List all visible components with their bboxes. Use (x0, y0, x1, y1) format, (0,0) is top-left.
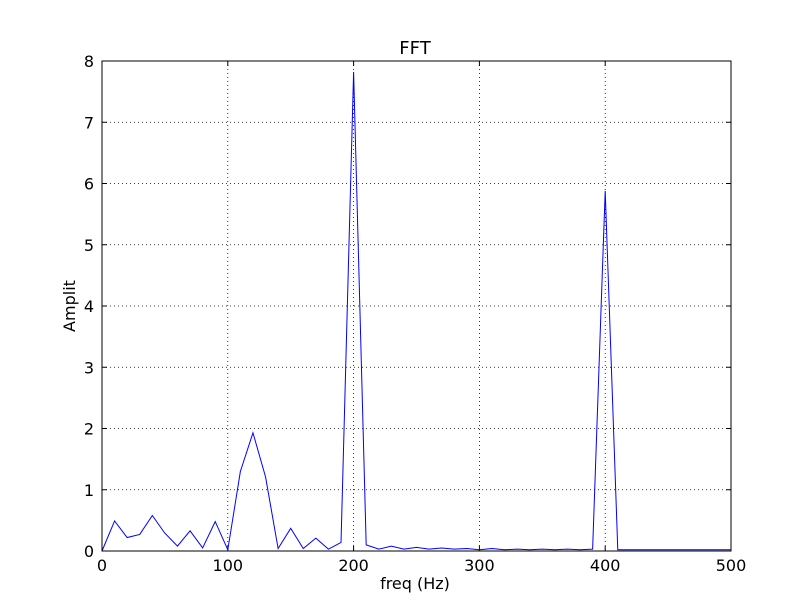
x-axis-label: freq (Hz) (380, 574, 450, 593)
data-point (466, 548, 467, 549)
data-point (202, 547, 203, 548)
data-point (190, 530, 191, 531)
data-point (655, 549, 656, 550)
plot-frame (101, 60, 732, 552)
data-point (693, 549, 694, 550)
data-point (454, 549, 455, 550)
y-tick-label: 5 (84, 236, 94, 255)
x-tick-label: 400 (590, 556, 621, 575)
y-tick-label: 2 (84, 420, 94, 439)
data-point (303, 548, 304, 549)
data-point (642, 549, 643, 550)
y-tick-label: 1 (84, 481, 94, 500)
data-point (517, 549, 518, 550)
chart-title: FFT (399, 38, 431, 59)
data-point (215, 521, 216, 522)
y-tick-label: 0 (84, 542, 94, 561)
grid-lines (102, 61, 731, 551)
data-point (705, 549, 706, 550)
data-point (366, 544, 367, 545)
y-tick-label: 3 (84, 358, 94, 377)
data-point (265, 476, 266, 477)
data-point (617, 549, 618, 550)
data-point (152, 515, 153, 516)
data-point (668, 549, 669, 550)
data-point (403, 549, 404, 550)
data-point (278, 548, 279, 549)
tick-labels: 0 100 200 300 400 500 0 1 2 3 4 5 6 7 8 (84, 52, 746, 575)
data-point (315, 538, 316, 539)
x-tick-label: 300 (464, 556, 495, 575)
data-point (290, 528, 291, 529)
data-point (567, 549, 568, 550)
data-point (605, 190, 606, 191)
data-point (580, 549, 581, 550)
data-point (240, 471, 241, 472)
y-tick-label: 4 (84, 297, 94, 316)
data-point (114, 520, 115, 521)
data-point (252, 432, 253, 433)
data-point (592, 549, 593, 550)
data-point (416, 547, 417, 548)
data-point (491, 548, 492, 549)
fft-amplitude-line (101, 72, 731, 552)
data-point (718, 549, 719, 550)
data-point (341, 542, 342, 543)
y-tick-label: 8 (84, 52, 94, 71)
x-tick-label: 0 (97, 556, 107, 575)
x-tick-label: 100 (213, 556, 244, 575)
data-point (177, 546, 178, 547)
data-point (378, 549, 379, 550)
data-point (127, 537, 128, 538)
data-point (139, 534, 140, 535)
data-point (164, 533, 165, 534)
data-point (441, 547, 442, 548)
data-point (504, 549, 505, 550)
data-point (391, 546, 392, 547)
y-axis-label: Amplit (60, 280, 79, 332)
data-point (680, 549, 681, 550)
x-tick-label: 200 (338, 556, 369, 575)
data-point (353, 72, 354, 73)
data-point (479, 549, 480, 550)
data-point (328, 549, 329, 550)
y-tick-label: 7 (84, 113, 94, 132)
data-point (429, 549, 430, 550)
data-point (529, 549, 530, 550)
data-point (542, 549, 543, 550)
y-tick-label: 6 (84, 175, 94, 194)
data-point (554, 549, 555, 550)
data-point (630, 549, 631, 550)
x-tick-label: 500 (716, 556, 747, 575)
data-point (227, 549, 228, 550)
plot-series (101, 72, 731, 552)
